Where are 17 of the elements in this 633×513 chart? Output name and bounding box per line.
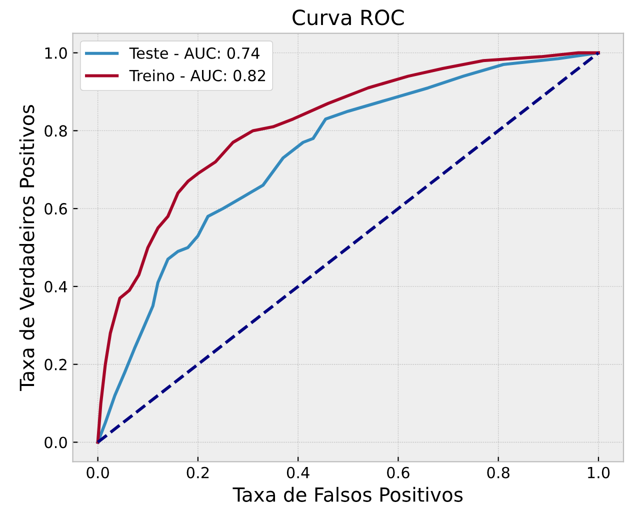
y-axis-title: Taxa de Verdadeiros Positivos xyxy=(19,105,34,391)
x-tick-label: 1.0 xyxy=(588,466,610,478)
y-tick-label: 0.2 xyxy=(44,358,66,370)
x-tick-label: 0.0 xyxy=(86,466,109,478)
x-tick-label: 0.6 xyxy=(387,466,410,478)
y-tick-label: 0.8 xyxy=(44,125,67,137)
y-tick-label: 0.0 xyxy=(44,436,67,448)
legend-label: Treino - AUC: 0.82 xyxy=(129,70,266,82)
x-axis-title: Taxa de Falsos Positivos xyxy=(232,486,463,502)
chart-title: Curva ROC xyxy=(292,10,404,26)
y-tick-label: 1.0 xyxy=(45,47,67,59)
y-tick-label: 0.6 xyxy=(44,203,67,215)
legend-label: Teste - AUC: 0.74 xyxy=(129,47,260,59)
y-tick-label: 0.4 xyxy=(44,280,68,292)
x-tick-label: 0.4 xyxy=(286,466,310,478)
x-tick-label: 0.8 xyxy=(487,466,510,478)
x-tick-label: 0.2 xyxy=(186,466,209,478)
